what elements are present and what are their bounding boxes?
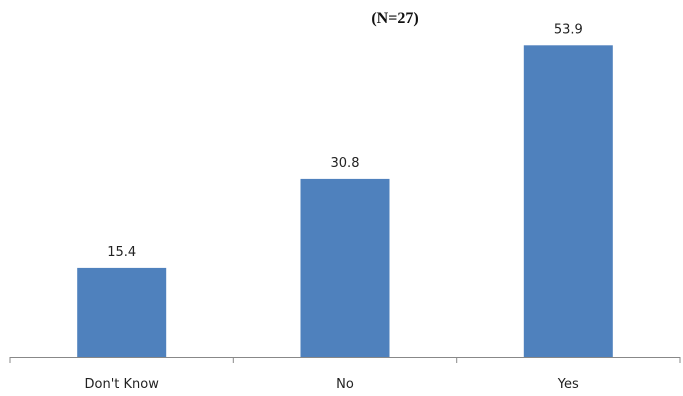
bar-don-t-know [77,267,167,357]
category-tick-label: No [336,377,354,392]
data-label: 53.9 [554,22,583,37]
data-label: 15.4 [107,245,136,260]
bar-no [300,178,390,357]
category-tick-label: Don't Know [85,377,160,392]
category-tick-label: Yes [557,377,579,392]
data-label: 30.8 [331,156,360,171]
bar-yes [523,45,613,358]
sample-size-label: (N=27) [371,10,419,27]
